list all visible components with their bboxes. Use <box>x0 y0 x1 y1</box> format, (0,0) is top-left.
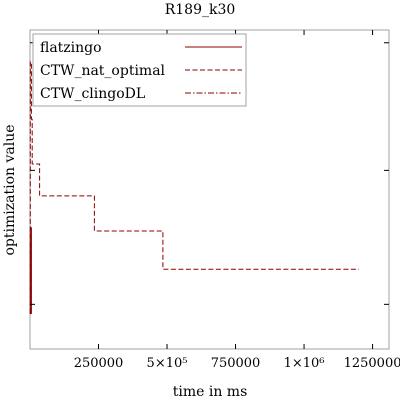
series-line-ctw-nat-optimal <box>29 61 359 314</box>
x-tick-label: 750000 <box>211 356 261 371</box>
x-axis-ticks: 250000 5×10⁵ 750000 1×10⁶ 1250000 <box>74 30 400 371</box>
legend-label: CTW_nat_optimal <box>40 63 166 79</box>
x-tick-label: 5×10⁵ <box>147 356 188 371</box>
series-line-ctw-clingodl <box>29 243 32 314</box>
x-tick-label: 1250000 <box>344 356 400 371</box>
x-tick-label: 250000 <box>74 356 124 371</box>
series-layer <box>29 61 359 314</box>
chart-title: R189_k30 <box>165 2 236 18</box>
y-axis-label: optimization value <box>2 124 18 255</box>
legend-label: flatzingo <box>40 40 102 56</box>
legend: flatzingo CTW_nat_optimal CTW_clingoDL <box>32 33 247 107</box>
x-axis-label: time in ms <box>173 384 248 400</box>
x-tick-label: 1×10⁶ <box>284 356 325 371</box>
legend-label: CTW_clingoDL <box>40 86 145 102</box>
